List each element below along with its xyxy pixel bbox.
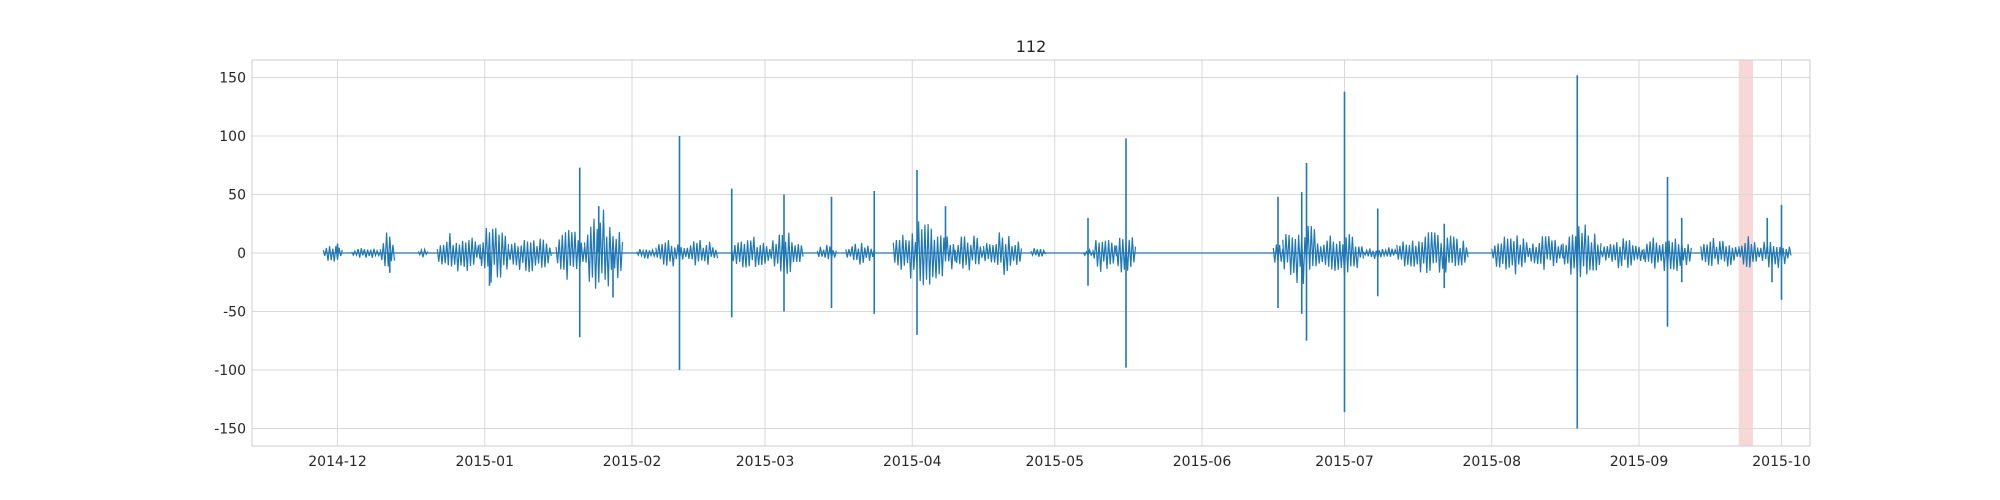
series-burst [1757,241,1792,268]
series-burst [351,248,381,258]
plot-frame [251,59,1811,447]
series-burst [1529,236,1564,270]
series-burst [1600,238,1645,269]
series-burst [417,247,429,258]
y-tick-labels: -150 -100 -50 0 50 100 150 [214,71,246,438]
y-tick-label: 150 [219,71,246,87]
series-burst [683,239,719,266]
x-tick-label: 2015-02 [603,454,662,470]
x-tick-label: 2015-04 [883,454,942,470]
series-burst [845,242,875,265]
series-burst [731,236,771,268]
x-tick-label: 2015-07 [1315,454,1374,470]
series-burst [1700,237,1740,267]
y-tick-label: 0 [237,246,246,262]
x-tick-label: 2015-01 [456,454,515,470]
series-layer [322,75,1792,429]
series-burst [1738,236,1759,268]
x-tick-label: 2015-03 [736,454,795,470]
series-burst [1396,232,1469,274]
x-tick-label: 2015-06 [1173,454,1232,470]
series-burst [769,232,804,274]
chart-title: 112 [1016,37,1047,56]
y-tick-label: -50 [223,304,246,320]
x-tick-label: 2014-12 [308,454,367,470]
series-burst [1362,247,1398,259]
series-burst [1562,224,1602,280]
x-tick-label: 2015-09 [1610,454,1669,470]
series-burst [1030,248,1046,258]
y-tick-label: 100 [219,129,246,145]
series-burst [322,245,343,262]
series-burst [379,232,396,267]
series-burst [479,227,510,283]
series-burst [583,209,624,289]
series-burst [1092,240,1118,272]
y-tick-label: -150 [214,421,246,437]
series-burst [816,244,837,260]
series-burst [436,233,481,272]
x-tick-label: 2015-08 [1463,454,1522,470]
series-burst [1491,235,1531,275]
x-tick-label: 2015-05 [1026,454,1085,470]
series-burst [1320,233,1365,276]
x-tick-label: 2015-10 [1752,454,1811,470]
series-burst [982,232,1023,276]
x-tick-labels: 2014-12 2015-01 2015-02 2015-03 2015-04 2015-… [308,454,1811,470]
series-burst [954,235,985,271]
series-burst [636,247,657,259]
series-burst [507,238,552,273]
y-tick-label: -100 [214,363,246,379]
y-tick-label: 50 [228,188,246,204]
